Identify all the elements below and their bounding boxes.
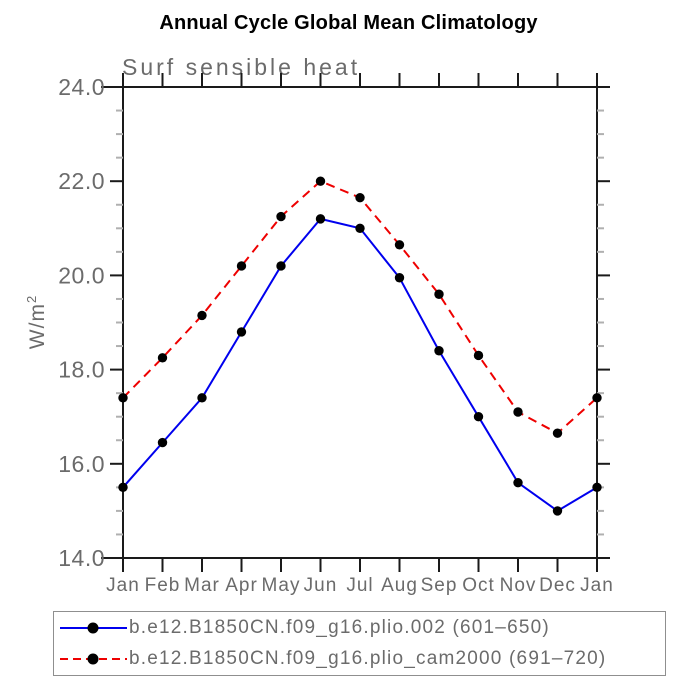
data-point-marker-s1 (236, 261, 247, 271)
x-tick-label: Jan (580, 575, 614, 596)
legend: b.e12.B1850CN.f09_g16.plio.002 (601–650)… (53, 611, 666, 676)
data-point-marker-s0 (434, 346, 444, 356)
data-point-marker-s0 (592, 482, 602, 493)
x-tick-label: Jul (346, 575, 373, 596)
series-line-1 (122, 180, 598, 435)
y-tick-label: 20.0 (58, 262, 105, 288)
x-tick-label: Oct (462, 575, 495, 596)
x-tick-label: Nov (500, 575, 537, 596)
data-point-marker-s1 (592, 393, 602, 403)
x-tick-label: Sep (421, 575, 458, 596)
data-point-marker-s1 (434, 289, 444, 299)
data-point-marker-s0 (552, 506, 563, 516)
chart-subtitle: Surf sensible heat (122, 54, 361, 80)
chart-title: Annual Cycle Global Mean Climatology (159, 12, 538, 34)
data-point-marker-s0 (473, 412, 484, 422)
data-point-marker-s1 (552, 428, 563, 438)
data-point-marker-s0 (355, 223, 365, 233)
data-point-marker-s0 (197, 393, 207, 403)
x-tick-label: Jun (304, 575, 338, 596)
data-point-marker-s1 (473, 350, 484, 361)
data-point-marker-s0 (513, 477, 523, 488)
legend-dashed-line-icon (60, 653, 127, 665)
data-point-marker-s1 (513, 407, 523, 417)
data-point-marker-s1 (394, 240, 405, 250)
data-point-marker-s0 (236, 327, 247, 337)
x-tick-label: Aug (381, 575, 418, 596)
data-point-marker-s1 (197, 310, 207, 321)
legend-solid-line-icon (60, 622, 127, 634)
data-point-marker-s1 (118, 393, 128, 403)
x-tick-label: Feb (145, 575, 181, 596)
data-point-marker-s1 (315, 176, 326, 186)
y-tick-label: 22.0 (58, 168, 105, 194)
series-line-0 (122, 217, 598, 513)
y-tick-label: 16.0 (58, 451, 105, 477)
data-point-marker-s1 (276, 211, 286, 222)
legend-item-series-0: b.e12.B1850CN.f09_g16.plio.002 (601–650) (54, 613, 665, 644)
data-point-marker-s1 (157, 353, 168, 363)
data-point-marker-s0 (118, 482, 128, 493)
data-point-marker-s0 (276, 261, 286, 271)
x-tick-label: Dec (539, 575, 576, 596)
x-tick-label: Apr (225, 575, 258, 596)
y-tick-label: 14.0 (58, 545, 105, 571)
y-tick-label: 24.0 (58, 74, 105, 100)
x-tick-label: Mar (184, 575, 220, 596)
legend-item-series-1: b.e12.B1850CN.f09_g16.plio_cam2000 (691–… (54, 644, 665, 675)
data-point-marker-s1 (355, 192, 365, 203)
x-tick-label: Jan (106, 575, 140, 596)
x-tick-label: May (262, 575, 301, 596)
legend-label-series-1: b.e12.B1850CN.f09_g16.plio_cam2000 (691–… (129, 648, 607, 669)
y-tick-label: 18.0 (58, 357, 105, 383)
legend-label-series-0: b.e12.B1850CN.f09_g16.plio.002 (601–650) (129, 617, 550, 638)
data-point-marker-s0 (315, 214, 326, 224)
data-point-marker-s0 (394, 273, 405, 283)
data-point-marker-s0 (157, 437, 168, 448)
